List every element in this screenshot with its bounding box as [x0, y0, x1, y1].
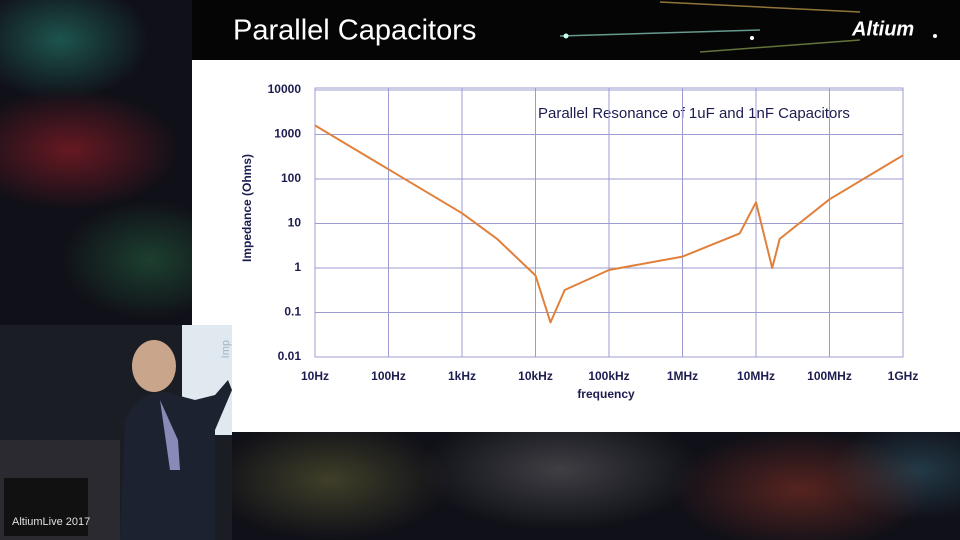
y-tick-label: 10 — [288, 216, 302, 230]
slide-title: Parallel Capacitors — [233, 15, 476, 47]
video-inset: Imp AltiumLive 2017 — [0, 325, 232, 540]
x-tick-label: 10MHz — [737, 369, 775, 383]
video-caption: AltiumLive 2017 — [12, 516, 90, 528]
y-tick-label: 1000 — [274, 127, 301, 141]
x-tick-label: 1kHz — [448, 369, 476, 383]
x-tick-label: 100kHz — [588, 369, 629, 383]
logo: Altium — [851, 18, 914, 40]
annotation: Parallel Resonance of 1uF and 1nF Capaci… — [538, 105, 850, 122]
x-tick-label: 1MHz — [667, 369, 698, 383]
plot: 10000 1000 100 10 1 0.1 0.01 10Hz 100Hz 1kHz 10kHz… — [268, 82, 919, 383]
slide — [192, 60, 960, 432]
header-decoration — [559, 1, 861, 53]
y-tick-label: 1 — [294, 260, 301, 274]
y-tick-label: 0.01 — [278, 349, 302, 363]
data-line — [314, 124, 904, 324]
screen-text: Imp — [220, 340, 232, 358]
x-axis-label: frequency — [577, 387, 635, 401]
logo-mark — [933, 34, 937, 38]
y-axis-label: Impedance (Ohms) — [240, 154, 254, 262]
x-tick-label: 10Hz — [301, 369, 329, 383]
x-tick-label: 1GHz — [888, 369, 919, 383]
x-tick-label: 10kHz — [518, 369, 553, 383]
x-tick-label: 100MHz — [807, 369, 852, 383]
y-tick-label: 100 — [281, 171, 301, 185]
y-tick-label: 10000 — [268, 82, 302, 96]
y-tick-label: 0.1 — [284, 305, 301, 319]
x-tick-label: 100Hz — [371, 369, 406, 383]
